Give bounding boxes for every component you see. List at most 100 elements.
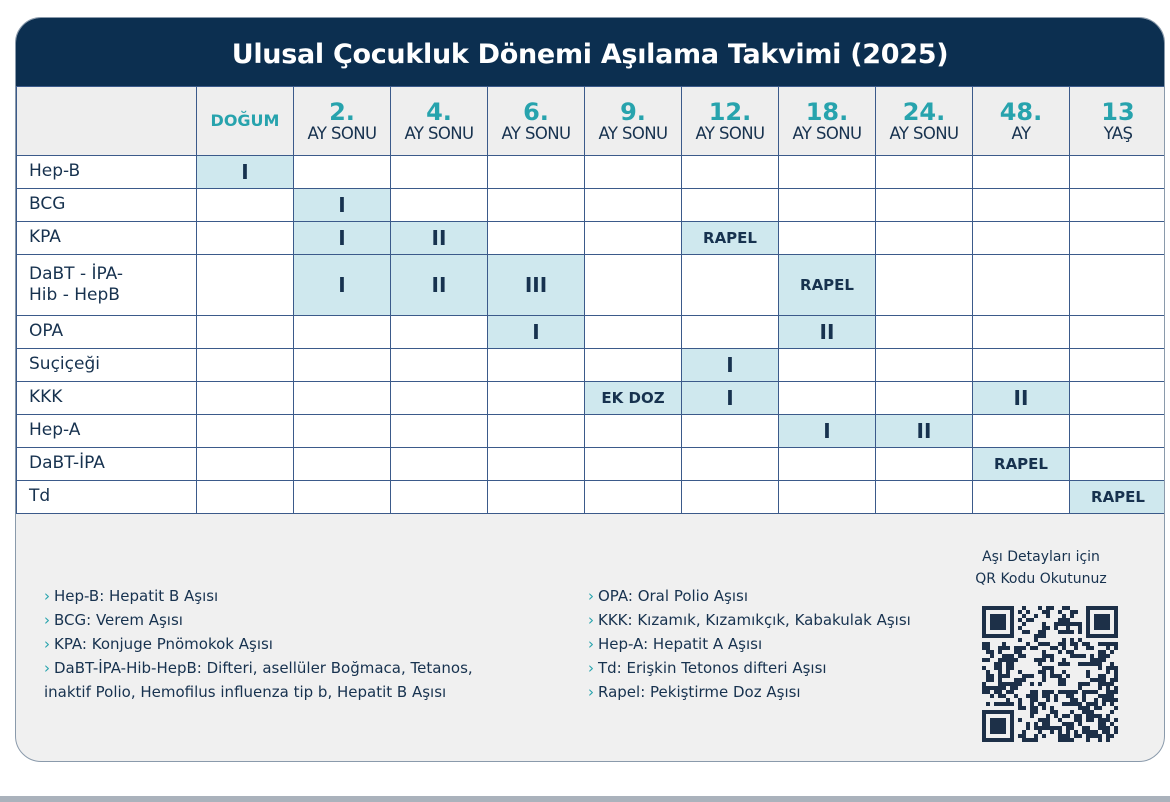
empty-cell	[778, 348, 876, 382]
empty-cell	[390, 188, 488, 222]
empty-cell	[875, 480, 973, 514]
empty-cell	[584, 414, 682, 448]
empty-cell	[681, 254, 779, 316]
vaccine-name: DaBT-İPA	[16, 447, 197, 481]
chevron-right-icon: ›	[44, 611, 50, 629]
column-number: 13	[1101, 97, 1135, 126]
empty-cell	[293, 414, 391, 448]
empty-cell	[487, 221, 585, 255]
empty-cell	[487, 188, 585, 222]
table-row: Hep-B I	[16, 155, 1164, 189]
dose-cell: III	[487, 254, 585, 316]
dose-label: II	[431, 273, 447, 297]
vaccine-name: Hep-B	[16, 155, 197, 189]
empty-cell	[196, 188, 294, 222]
dose-label: I	[338, 193, 346, 217]
legend-text: Hep-B: Hepatit B Aşısı	[54, 587, 219, 605]
empty-cell	[196, 348, 294, 382]
qr-code-icon[interactable]	[982, 606, 1118, 742]
column-unit: YAŞ	[1103, 123, 1133, 143]
legend-item: › Rapel: Pekiştirme Doz Aşısı	[588, 680, 911, 704]
empty-cell	[196, 221, 294, 255]
chevron-right-icon: ›	[44, 587, 50, 605]
legend-item: › BCG: Verem Aşısı	[44, 608, 473, 632]
legend-item: › Hep-A: Hepatit A Aşısı	[588, 632, 911, 656]
empty-cell	[390, 315, 488, 349]
empty-cell	[1069, 348, 1164, 382]
legend-text: Hep-A: Hepatit A Aşısı	[598, 635, 763, 653]
column-header: DOĞUM	[196, 86, 294, 156]
dose-cell: I	[487, 315, 585, 349]
empty-cell	[293, 348, 391, 382]
empty-cell	[681, 447, 779, 481]
dose-cell: I	[293, 254, 391, 316]
empty-cell	[196, 254, 294, 316]
chevron-right-icon: ›	[44, 659, 50, 677]
dose-label: EK DOZ	[601, 389, 665, 407]
column-unit: AY SONU	[501, 123, 571, 143]
legend-item: › Td: Erişkin Tetonos difteri Aşısı	[588, 656, 911, 680]
empty-cell	[1069, 221, 1164, 255]
empty-cell	[1069, 381, 1164, 415]
empty-cell	[390, 414, 488, 448]
column-header: 18. AY SONU	[778, 86, 876, 156]
column-header: 13 YAŞ	[1069, 86, 1164, 156]
table-row: Suçiçeği I	[16, 348, 1164, 382]
dose-label: II	[819, 320, 835, 344]
table-row: Td RAPEL	[16, 480, 1164, 514]
dose-label: I	[532, 320, 540, 344]
dose-label: III	[524, 273, 548, 297]
dose-label: I	[338, 273, 346, 297]
column-number: 2.	[329, 97, 355, 126]
empty-cell	[778, 480, 876, 514]
column-number: 48.	[999, 97, 1043, 126]
table-row: OPA I II	[16, 315, 1164, 349]
empty-cell	[972, 348, 1070, 382]
chevron-right-icon: ›	[588, 683, 594, 701]
empty-cell	[584, 480, 682, 514]
dose-cell: II	[390, 221, 488, 255]
legend-text: DaBT-İPA-Hib-HepB: Difteri, asellüler Bo…	[44, 659, 473, 701]
dose-label: RAPEL	[1091, 488, 1145, 506]
column-unit: AY SONU	[598, 123, 668, 143]
empty-cell	[196, 480, 294, 514]
header-row: DOĞUM 2. AY SONU 4. AY SONU 6. AY SONU 9. AY SON…	[16, 86, 1164, 156]
dose-label: II	[1013, 386, 1029, 410]
empty-cell	[681, 315, 779, 349]
empty-cell	[390, 155, 488, 189]
qr-caption-line-2: QR Kodu Okutunuz	[975, 571, 1107, 587]
table-row: KPA I II RAPEL	[16, 221, 1164, 255]
empty-cell	[487, 414, 585, 448]
empty-cell	[875, 254, 973, 316]
column-unit: AY SONU	[695, 123, 765, 143]
empty-cell	[1069, 155, 1164, 189]
table-row: DaBT - İPA- Hib - HepB I II III RAPEL	[16, 254, 1164, 316]
chevron-right-icon: ›	[588, 587, 594, 605]
column-label: DOĞUM	[210, 110, 280, 130]
column-unit: AY SONU	[889, 123, 959, 143]
legend-item: › OPA: Oral Polio Aşısı	[588, 584, 911, 608]
dose-cell: EK DOZ	[584, 381, 682, 415]
legend-text: Td: Erişkin Tetonos difteri Aşısı	[598, 659, 827, 677]
empty-cell	[778, 447, 876, 481]
empty-cell	[972, 414, 1070, 448]
dose-cell: RAPEL	[1069, 480, 1164, 514]
dose-label: I	[726, 386, 734, 410]
column-number: 18.	[805, 97, 849, 126]
column-header: 4. AY SONU	[390, 86, 488, 156]
legend-item: › KPA: Konjuge Pnömokok Aşısı	[44, 632, 473, 656]
empty-cell	[681, 480, 779, 514]
empty-cell	[196, 447, 294, 481]
empty-cell	[293, 447, 391, 481]
table-row: BCG I	[16, 188, 1164, 222]
legend-item: › Hep-B: Hepatit B Aşısı	[44, 584, 473, 608]
column-header: 48. AY	[972, 86, 1070, 156]
empty-cell	[487, 381, 585, 415]
corner-cell	[16, 86, 197, 156]
empty-cell	[390, 348, 488, 382]
empty-cell	[293, 381, 391, 415]
vaccine-name: Hep-A	[16, 414, 197, 448]
column-number: 24.	[902, 97, 946, 126]
legend-item: › DaBT-İPA-Hib-HepB: Difteri, asellüler B…	[44, 656, 473, 704]
empty-cell	[390, 447, 488, 481]
